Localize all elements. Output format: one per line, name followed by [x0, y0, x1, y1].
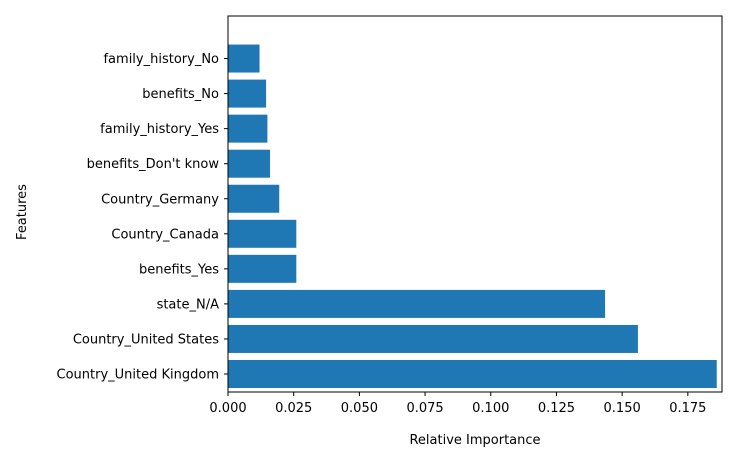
y-tick-label: benefits_No	[142, 87, 219, 102]
bar	[228, 184, 280, 213]
x-tick-label: 0.075	[406, 401, 443, 416]
x-axis-title: Relative Importance	[409, 433, 540, 448]
bar	[228, 149, 271, 178]
plot-frame	[227, 15, 723, 393]
x-tick-label: 0.150	[604, 401, 641, 416]
y-tick-label: benefits_Don't know	[87, 157, 220, 172]
bar	[228, 44, 260, 73]
y-tick-label: family_history_No	[103, 52, 219, 67]
bar	[228, 79, 267, 108]
x-tick-label: 0.025	[275, 401, 312, 416]
y-tick-label: Country_Germany	[101, 192, 219, 207]
y-tick-label: family_history_Yes	[100, 122, 219, 137]
y-axis-ticks: Country_United Kingdom Country_United Sta…	[57, 52, 228, 383]
bar	[228, 254, 297, 283]
y-tick-label: Country_United Kingdom	[57, 368, 220, 383]
x-axis-ticks: 0.000 0.025 0.050 0.075 0.100 0.125 0.150 0.175	[209, 392, 706, 416]
bar	[228, 324, 638, 353]
bar	[228, 289, 606, 318]
bar	[228, 360, 717, 388]
y-tick-label: state_N/A	[157, 297, 220, 312]
bar	[228, 114, 268, 143]
y-tick-label: Country_Canada	[111, 227, 219, 242]
bar	[228, 219, 297, 248]
bars-group	[228, 44, 717, 388]
y-tick-label: Country_United States	[73, 332, 219, 347]
y-tick-label: benefits_Yes	[139, 262, 219, 277]
x-tick-label: 0.125	[538, 401, 575, 416]
x-tick-label: 0.050	[341, 401, 378, 416]
x-tick-label: 0.175	[669, 401, 706, 416]
x-tick-label: 0.000	[209, 401, 246, 416]
x-tick-label: 0.100	[472, 401, 509, 416]
y-axis-title: Features	[15, 184, 30, 240]
